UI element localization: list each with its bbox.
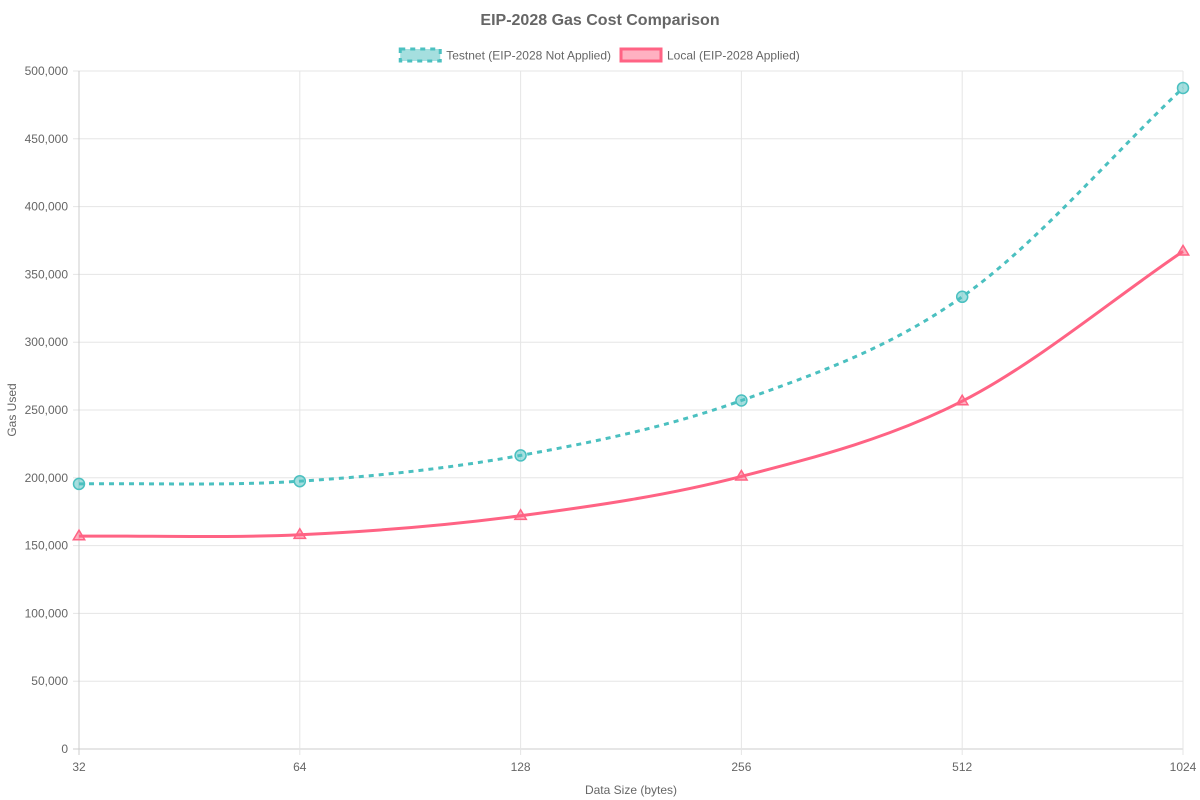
y-tick-label: 250,000	[25, 403, 69, 417]
x-tick-label: 256	[731, 760, 751, 774]
legend-item[interactable]: Local (EIP-2028 Applied)	[619, 47, 800, 63]
data-point[interactable]	[72, 477, 86, 491]
grid	[73, 70, 1184, 755]
series-local	[71, 243, 1191, 541]
data-point[interactable]	[292, 527, 307, 540]
data-point[interactable]	[293, 474, 307, 488]
legend: Testnet (EIP-2028 Not Applied) Local (EIP…	[398, 47, 800, 63]
x-axis-title: Data Size (bytes)	[585, 783, 677, 797]
series-line	[78, 86, 1185, 486]
y-tick-label: 150,000	[25, 539, 69, 553]
x-tick-label: 64	[293, 760, 307, 774]
y-tick-label: 400,000	[25, 200, 69, 214]
y-tick-label: 0	[61, 742, 68, 756]
data-point[interactable]	[734, 468, 749, 481]
data-point[interactable]	[513, 508, 528, 521]
y-tick-label: 100,000	[25, 606, 69, 620]
legend-label: Testnet (EIP-2028 Not Applied)	[446, 49, 611, 63]
y-tick-label: 350,000	[25, 267, 69, 281]
data-point[interactable]	[1175, 243, 1191, 256]
x-tick-label: 1024	[1170, 760, 1197, 774]
y-tick-label: 200,000	[25, 471, 69, 485]
y-axis-title: Gas Used	[5, 383, 19, 436]
data-point[interactable]	[514, 449, 527, 462]
y-tick-label: 450,000	[25, 132, 69, 146]
x-tick-label: 32	[72, 760, 86, 774]
y-tick-label: 300,000	[25, 335, 69, 349]
axes: 0 50,000 100,000 150,000 200,000 250,000 300,0…	[25, 64, 1197, 774]
series-line	[78, 250, 1184, 539]
y-tick-label: 50,000	[31, 674, 68, 688]
legend-item[interactable]: Testnet (EIP-2028 Not Applied)	[398, 47, 611, 63]
legend-swatch	[619, 47, 663, 63]
series-layer	[71, 81, 1191, 541]
x-tick-label: 128	[511, 760, 531, 774]
legend-swatch	[398, 47, 442, 63]
data-point[interactable]	[735, 394, 748, 407]
legend-label: Local (EIP-2028 Applied)	[667, 49, 800, 63]
data-point[interactable]	[955, 393, 970, 406]
chart-title: EIP-2028 Gas Cost Comparison	[480, 12, 719, 29]
data-point[interactable]	[1176, 81, 1190, 95]
x-tick-label: 512	[952, 760, 972, 774]
series-testnet	[72, 81, 1190, 491]
y-tick-label: 500,000	[25, 64, 69, 78]
data-point[interactable]	[955, 290, 969, 304]
data-point[interactable]	[71, 528, 87, 541]
